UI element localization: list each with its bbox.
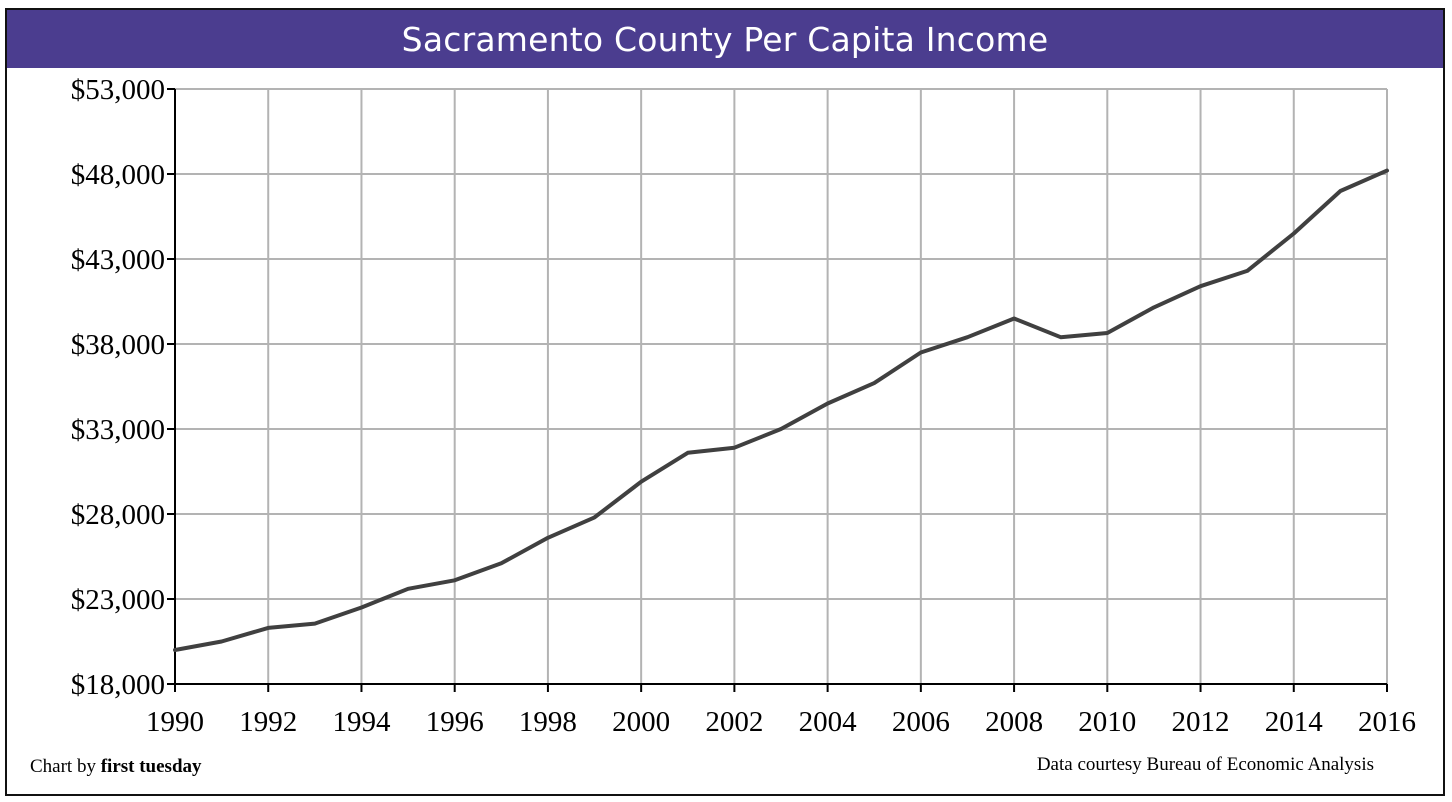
- x-tick-label: 1994: [332, 706, 391, 738]
- chart-credit: Chart by first tuesday: [30, 756, 202, 778]
- data-source: Data courtesy Bureau of Economic Analysi…: [1036, 754, 1374, 775]
- y-tick-label: $18,000: [71, 669, 165, 701]
- y-tick-label: $43,000: [71, 244, 165, 276]
- x-tick-label: 1996: [426, 706, 484, 738]
- y-tick-label: $53,000: [71, 74, 165, 106]
- series-line: [173, 168, 1389, 652]
- x-tick-label: 2000: [612, 706, 670, 738]
- x-tick-label: 2016: [1358, 706, 1416, 738]
- y-tick-labels: $18,000 $23,000 $28,000 $33,000 $38,000 $43,0…: [71, 74, 165, 701]
- x-tick-label: 1990: [146, 706, 204, 738]
- gridlines: [175, 88, 1388, 684]
- x-tick-label: 2002: [705, 706, 763, 738]
- chart-frame: Sacramento County Per Capita Income: [5, 8, 1445, 796]
- y-tick-label: $48,000: [71, 159, 165, 191]
- y-tick-label: $38,000: [71, 329, 165, 361]
- x-tick-label: 2012: [1172, 706, 1230, 738]
- credit-prefix: Chart by: [30, 756, 101, 777]
- x-tick-label: 2014: [1265, 706, 1324, 738]
- y-tick-label: $23,000: [71, 584, 165, 616]
- x-tick-label: 2008: [985, 706, 1043, 738]
- x-tick-label: 1998: [519, 706, 577, 738]
- y-tick-label: $28,000: [71, 499, 165, 531]
- x-tick-label: 1992: [239, 706, 297, 738]
- x-tick-label: 2004: [799, 706, 858, 738]
- x-tick-label: 2010: [1078, 706, 1136, 738]
- x-tick-label: 2006: [892, 706, 950, 738]
- chart-title: Sacramento County Per Capita Income: [7, 10, 1443, 68]
- series-layer: [173, 168, 1389, 652]
- credit-name: first tuesday: [100, 756, 202, 777]
- axes: [167, 88, 1388, 692]
- y-tick-label: $33,000: [71, 414, 165, 446]
- x-tick-labels: 1990 1992 1994 1996 1998 2000 2002 2004 2006 2008…: [146, 706, 1416, 738]
